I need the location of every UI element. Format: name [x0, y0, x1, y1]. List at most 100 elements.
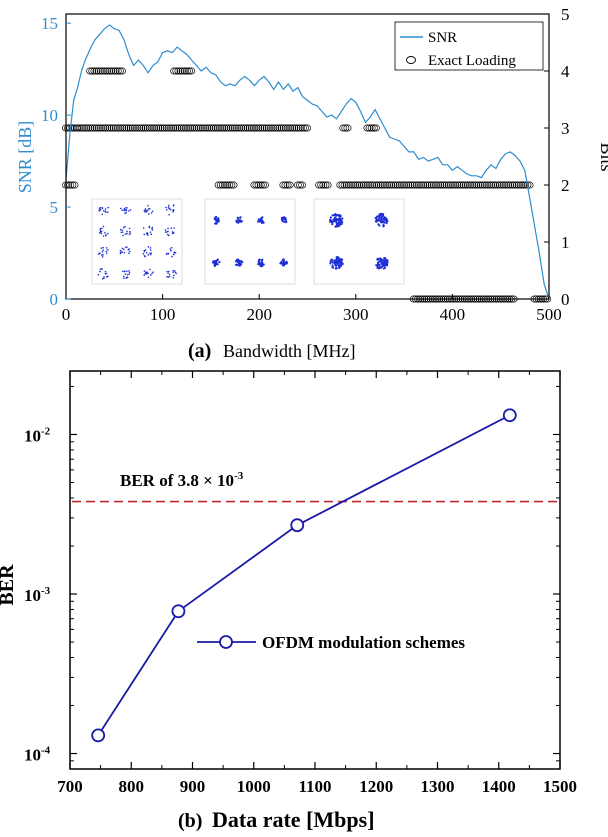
- exact-loading-marker: [205, 124, 214, 132]
- exact-loading-marker: [258, 181, 267, 189]
- constellation-point: [124, 246, 127, 249]
- constellation-point: [332, 219, 335, 223]
- exact-loading-marker: [381, 181, 389, 189]
- constellation-point: [104, 208, 107, 210]
- constellation-point: [128, 233, 131, 236]
- constellation-point: [105, 247, 108, 249]
- constellation-point: [144, 208, 147, 210]
- exact-loading-marker: [256, 124, 265, 132]
- constellation-point: [175, 272, 177, 275]
- constellation-point: [147, 272, 149, 275]
- exact-loading-marker: [73, 124, 82, 132]
- panel-a-y2-axis-ticks: 0 1 2 3 4 5: [544, 5, 570, 309]
- exact-loading-marker: [355, 181, 364, 189]
- constellation-point: [329, 220, 332, 223]
- exact-loading-marker: [158, 124, 167, 132]
- exact-loading-marker: [216, 181, 225, 189]
- exact-loading-marker: [203, 124, 212, 132]
- exact-loading-marker: [229, 181, 238, 189]
- exact-loading-marker: [101, 67, 109, 75]
- ofdm-data-point: [502, 408, 517, 423]
- exact-loading-marker: [258, 124, 267, 132]
- constellation-point: [172, 204, 175, 207]
- exact-loading-marker: [444, 181, 453, 189]
- constellation-point: [237, 262, 240, 265]
- constellation-point: [281, 262, 284, 266]
- exact-loading-marker: [111, 124, 120, 132]
- constellation-point: [383, 221, 386, 224]
- exact-loading-marker: [103, 67, 112, 75]
- constellation-point: [168, 213, 170, 216]
- exact-loading-marker: [359, 181, 368, 189]
- panel-b-label: (b): [178, 810, 202, 832]
- constellation-point: [281, 259, 284, 262]
- exact-loading-marker: [296, 181, 304, 189]
- constellation-point: [173, 270, 176, 272]
- exact-loading-marker: [340, 181, 349, 189]
- y-tick-label: 10-2: [24, 425, 51, 445]
- constellation-point: [98, 207, 101, 210]
- constellation-point: [241, 261, 244, 264]
- constellation-point: [237, 217, 240, 220]
- constellation-point: [150, 233, 153, 236]
- constellation-point: [257, 261, 261, 264]
- exact-loading-marker: [226, 124, 235, 132]
- exact-loading-marker: [213, 124, 222, 132]
- exact-loading-marker: [410, 181, 419, 189]
- constellation-point: [148, 226, 151, 229]
- exact-loading-marker: [86, 124, 95, 132]
- exact-loading-marker: [152, 124, 161, 132]
- constellation-point: [99, 270, 101, 273]
- constellation-point: [145, 251, 148, 254]
- exact-loading-marker: [347, 181, 355, 189]
- exact-loading-marker: [247, 124, 256, 132]
- constellation-point: [144, 255, 146, 258]
- constellation-point: [142, 227, 145, 229]
- exact-loading-marker: [510, 181, 519, 189]
- exact-loading-marker: [256, 181, 265, 189]
- panel-b-x-axis-label: Data rate [Mbps]: [212, 807, 375, 832]
- constellation-point: [127, 210, 130, 212]
- panel-a-plot-frame: [65, 13, 550, 300]
- exact-loading-marker: [254, 124, 263, 132]
- constellation-point: [149, 249, 152, 251]
- constellation-point: [146, 271, 148, 273]
- exact-loading-marker: [99, 124, 108, 132]
- ofdm-data-point: [171, 604, 186, 619]
- legend-ofdm-label: OFDM modulation schemes: [262, 633, 465, 652]
- constellation-point: [167, 227, 169, 230]
- exact-loading-marker: [315, 181, 324, 189]
- exact-loading-marker: [336, 181, 345, 189]
- constellation-point: [123, 209, 126, 212]
- exact-loading-marker: [374, 181, 383, 189]
- exact-loading-marker: [344, 181, 353, 189]
- x-tick-label: 400: [440, 305, 466, 324]
- exact-loading-marker: [489, 181, 498, 189]
- constellation-point: [102, 249, 104, 251]
- constellation-point: [142, 252, 145, 255]
- exact-loading-marker: [225, 181, 234, 189]
- exact-loading-marker: [237, 124, 246, 132]
- exact-loading-marker: [495, 181, 504, 189]
- constellation-point: [167, 253, 170, 255]
- constellation-point: [105, 252, 108, 254]
- constellation-point: [143, 209, 146, 212]
- exact-loading-marker: [156, 124, 165, 132]
- exact-loading-marker: [425, 181, 434, 189]
- constellation-point: [380, 261, 383, 264]
- exact-loading-marker: [470, 181, 479, 189]
- exact-loading-marker: [301, 124, 309, 132]
- exact-loading-marker: [97, 124, 105, 132]
- constellation-point: [378, 219, 381, 222]
- constellation-point: [124, 273, 127, 275]
- constellation-point: [334, 267, 337, 270]
- constellation-point: [143, 250, 146, 253]
- exact-loading-marker: [284, 124, 292, 132]
- constellation-point: [99, 268, 102, 270]
- exact-loading-marker: [105, 124, 114, 132]
- constellation-point: [121, 229, 124, 232]
- exact-loading-marker: [86, 67, 95, 75]
- panel-b-y-axis-ticks: 10-4 10-3 10-2: [24, 385, 560, 770]
- constellation-point: [170, 227, 173, 229]
